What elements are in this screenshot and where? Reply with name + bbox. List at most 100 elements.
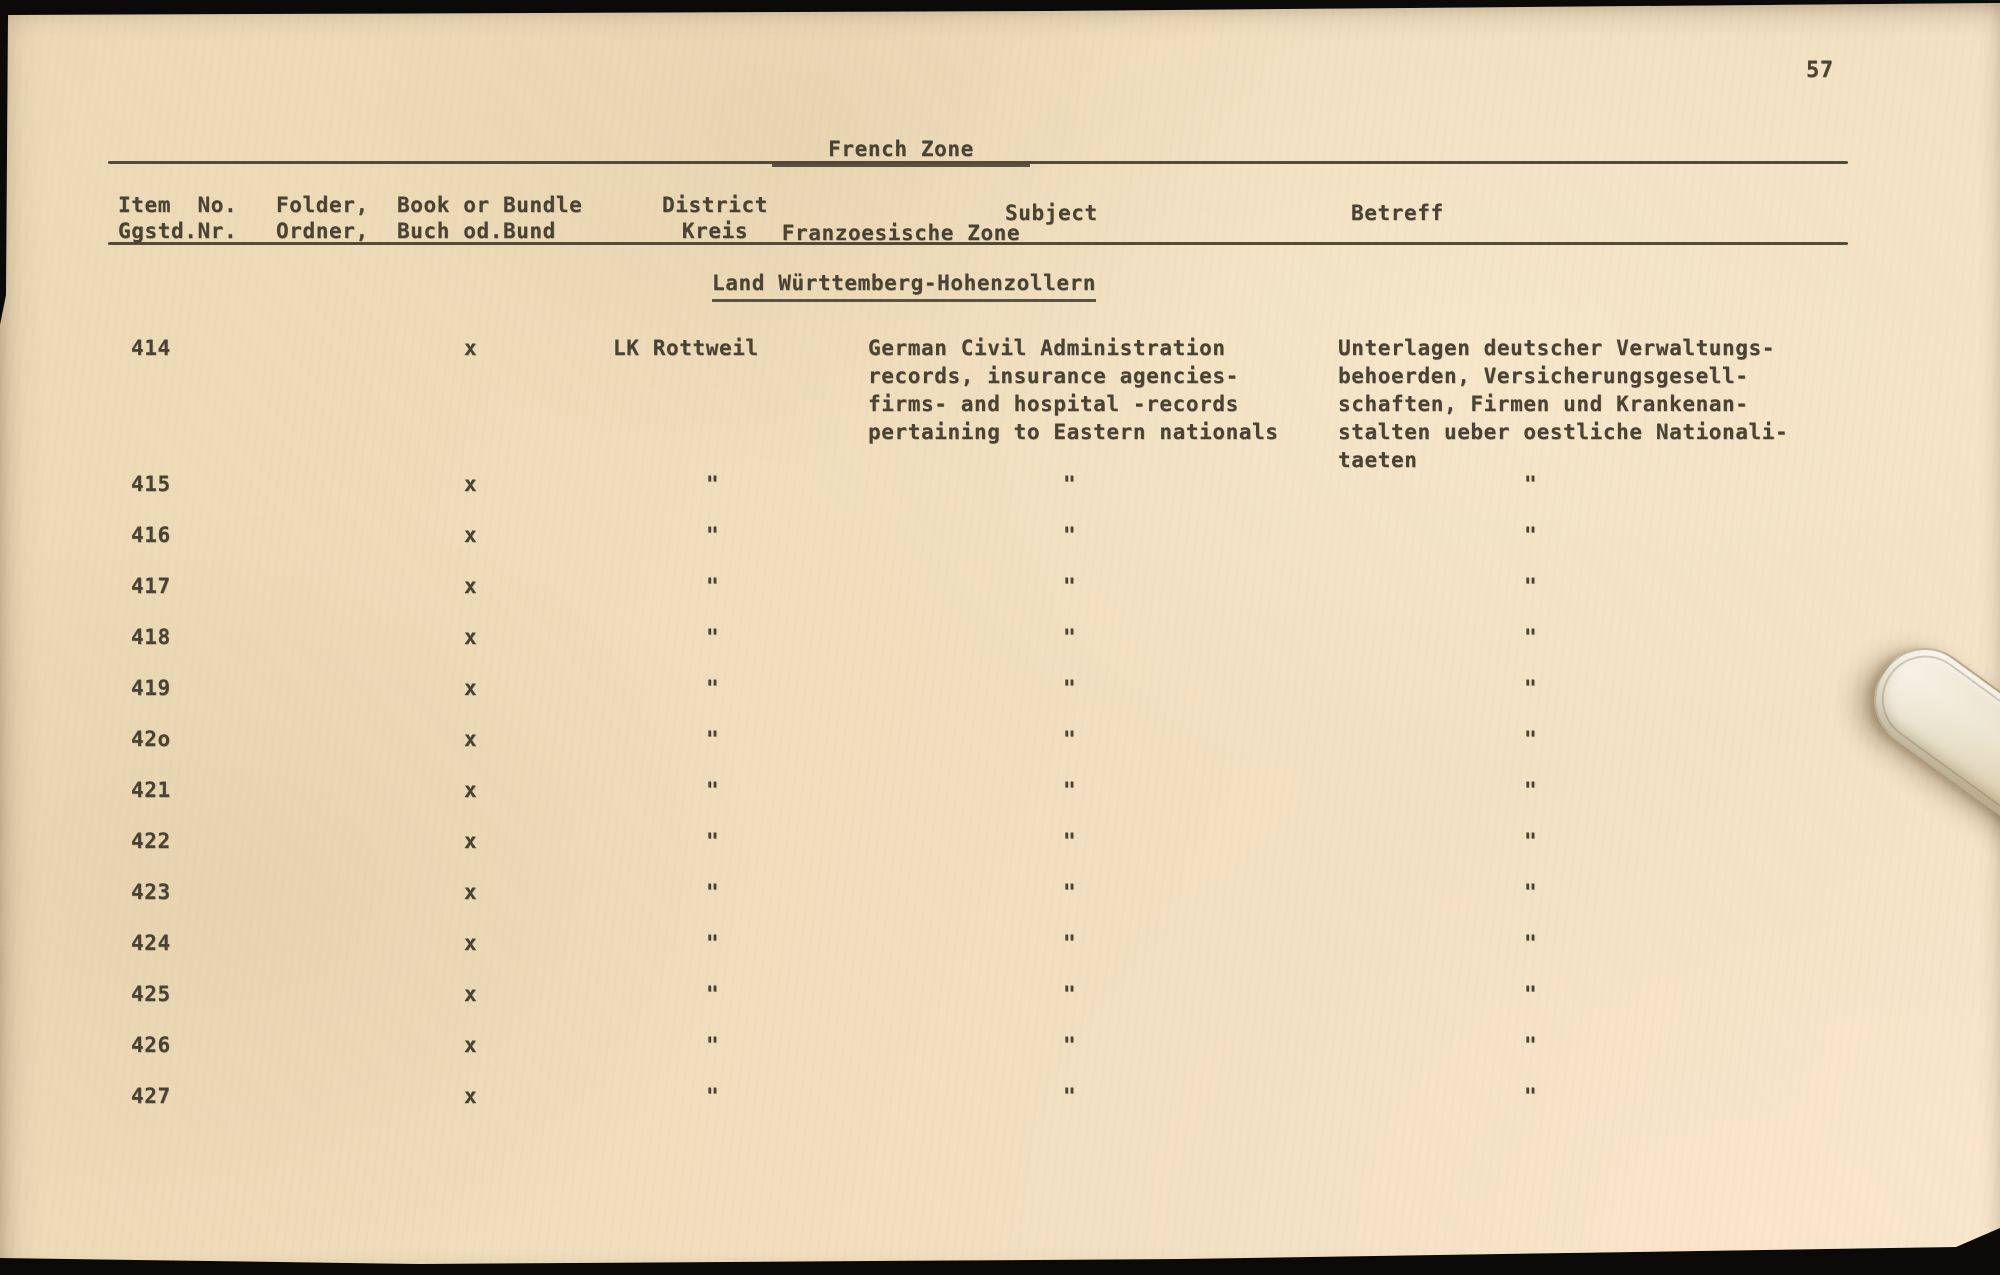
- header-folder-en: Folder,: [276, 193, 369, 217]
- district-cell: ": [706, 727, 720, 751]
- district-cell: ": [706, 1084, 720, 1108]
- item-number: 426: [131, 1033, 171, 1057]
- betreff-cell: ": [1524, 982, 1538, 1006]
- table-row: 423 x " " ": [0, 878, 2000, 929]
- table-row: 427 x " " ": [0, 1082, 2000, 1133]
- subject-cell: ": [1063, 676, 1077, 700]
- book-or-bundle-mark: x: [464, 727, 478, 751]
- betreff-cell: ": [1524, 676, 1538, 700]
- table-row: 419 x " " ": [0, 674, 2000, 725]
- item-number: 424: [131, 931, 171, 955]
- item-number: 427: [131, 1084, 171, 1108]
- column-header-subject: Subject: [1005, 201, 1098, 225]
- book-or-bundle-mark: x: [464, 1084, 478, 1108]
- betreff-cell: ": [1524, 574, 1538, 598]
- subject-cell: ": [1063, 472, 1077, 496]
- table-row: 414 x LK Rottweil German Civil Administr…: [0, 334, 2000, 472]
- table-row: 425 x " " ": [0, 980, 2000, 1031]
- header-district-en: District: [662, 193, 768, 217]
- table-header-rule: [108, 242, 1848, 245]
- header-item-de: Ggstd.Nr.: [118, 219, 238, 243]
- district-cell: ": [706, 523, 720, 547]
- page-number: 57: [1806, 58, 1834, 83]
- district-cell: ": [706, 1033, 720, 1057]
- column-header-betreff: Betreff: [1351, 201, 1444, 225]
- section-heading: Land Württemberg-Hohenzollern: [712, 270, 1097, 302]
- item-number: 421: [131, 778, 171, 802]
- subject-cell: ": [1063, 625, 1077, 649]
- book-or-bundle-mark: x: [464, 625, 478, 649]
- item-number: 414: [131, 336, 171, 360]
- item-number: 42o: [131, 727, 171, 751]
- book-or-bundle-mark: x: [464, 336, 478, 360]
- table-row: 424 x " " ": [0, 929, 2000, 980]
- item-number: 425: [131, 982, 171, 1006]
- page-title: French Zone: [772, 136, 1030, 167]
- item-number: 416: [131, 523, 171, 547]
- header-district-de: Kreis: [681, 219, 749, 243]
- subject-cell: ": [1063, 574, 1077, 598]
- item-number: 415: [131, 472, 171, 496]
- item-number: 417: [131, 574, 171, 598]
- book-or-bundle-mark: x: [464, 880, 478, 904]
- table-row: 421 x " " ": [0, 776, 2000, 827]
- column-header-book: Book or Bundle Buch od.Bund: [397, 192, 582, 244]
- subject-cell: ": [1063, 727, 1077, 751]
- table-row: 417 x " " ": [0, 572, 2000, 623]
- column-header-folder: Folder, Ordner,: [276, 192, 369, 244]
- book-or-bundle-mark: x: [464, 982, 478, 1006]
- district-cell: ": [706, 676, 720, 700]
- district-cell: ": [706, 574, 720, 598]
- betreff-cell: ": [1524, 880, 1538, 904]
- district-cell: ": [706, 931, 720, 955]
- book-or-bundle-mark: x: [464, 1033, 478, 1057]
- page-subtitle: Franzoesische Zone: [781, 221, 1021, 245]
- book-or-bundle-mark: x: [464, 574, 478, 598]
- subject-cell: ": [1063, 523, 1077, 547]
- header-item-en: Item No.: [118, 193, 238, 217]
- item-number: 418: [131, 625, 171, 649]
- column-header-district: District Kreis: [660, 192, 770, 244]
- district-cell: ": [706, 625, 720, 649]
- betreff-cell: ": [1524, 778, 1538, 802]
- subject-cell: ": [1063, 931, 1077, 955]
- table-row: 422 x " " ": [0, 827, 2000, 878]
- betreff-cell: Unterlagen deutscher Verwaltungs-behoerd…: [1338, 336, 1789, 472]
- betreff-cell: ": [1524, 727, 1538, 751]
- subject-cell: ": [1063, 829, 1077, 853]
- district-cell: ": [706, 880, 720, 904]
- betreff-cell: ": [1524, 1033, 1538, 1057]
- header-folder-de: Ordner,: [276, 219, 369, 243]
- book-or-bundle-mark: x: [464, 778, 478, 802]
- betreff-cell: ": [1524, 523, 1538, 547]
- betreff-cell: ": [1524, 1084, 1538, 1108]
- item-number: 423: [131, 880, 171, 904]
- table-row: 416 x " " ": [0, 521, 2000, 572]
- table-row: 42o x " " ": [0, 725, 2000, 776]
- district-cell: ": [706, 472, 720, 496]
- table-top-rule: [108, 161, 1848, 164]
- book-or-bundle-mark: x: [464, 472, 478, 496]
- betreff-cell: ": [1524, 472, 1538, 496]
- subject-cell: ": [1063, 1084, 1077, 1108]
- item-number: 422: [131, 829, 171, 853]
- district-cell: ": [706, 982, 720, 1006]
- book-or-bundle-mark: x: [464, 931, 478, 955]
- subject-cell: ": [1063, 880, 1077, 904]
- item-number: 419: [131, 676, 171, 700]
- header-book-en: Book or Bundle: [397, 193, 583, 217]
- table-row: 426 x " " ": [0, 1031, 2000, 1082]
- district-cell: LK Rottweil: [613, 336, 759, 360]
- column-header-item: Item No. Ggstd.Nr.: [118, 192, 237, 244]
- table-row: 418 x " " ": [0, 623, 2000, 674]
- header-book-de: Buch od.Bund: [397, 219, 556, 243]
- subject-cell: ": [1063, 778, 1077, 802]
- book-or-bundle-mark: x: [464, 829, 478, 853]
- district-cell: ": [706, 778, 720, 802]
- betreff-cell: ": [1524, 931, 1538, 955]
- table-row: 415 x " " ": [0, 470, 2000, 521]
- book-or-bundle-mark: x: [464, 523, 478, 547]
- page-title-block: French Zone Franzoesische Zone: [772, 84, 1030, 298]
